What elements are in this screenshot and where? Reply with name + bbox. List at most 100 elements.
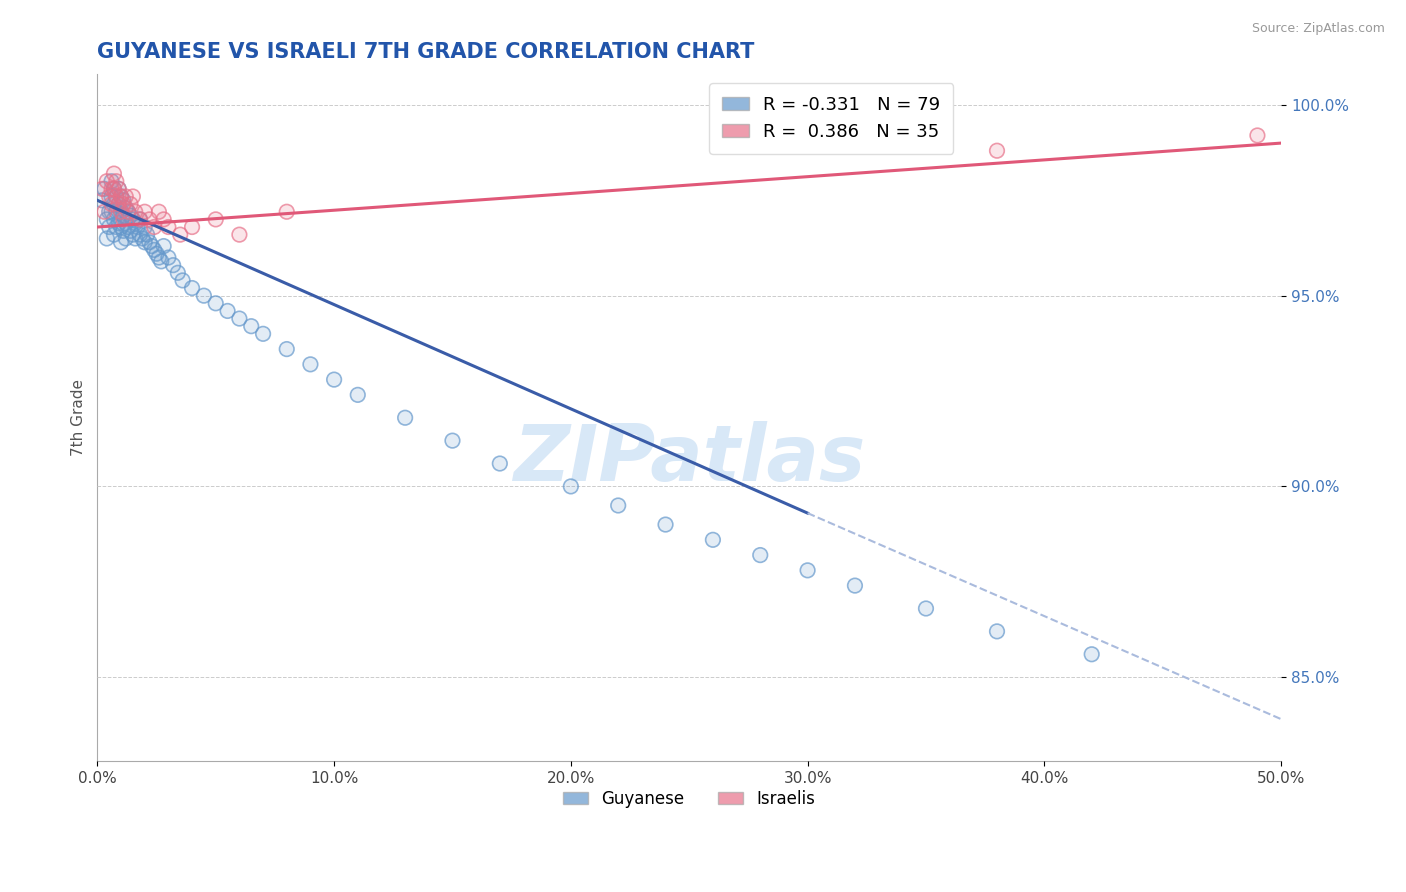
Point [749, 548, 772, 562]
Point [114, 189, 136, 203]
Point [98, 220, 121, 235]
Point [129, 227, 152, 242]
Point [162, 258, 184, 272]
Point [103, 182, 125, 196]
Point [121, 189, 143, 203]
Point [100, 197, 122, 211]
Point [240, 319, 263, 334]
Point [112, 209, 135, 223]
Point [560, 479, 582, 493]
Point [157, 220, 180, 235]
Point [124, 216, 146, 230]
Point [124, 204, 146, 219]
Point [134, 235, 156, 250]
Point [107, 182, 129, 196]
Point [93, 204, 115, 219]
Point [131, 231, 153, 245]
Point [114, 201, 136, 215]
Point [107, 216, 129, 230]
Point [98, 220, 121, 235]
Point [252, 326, 274, 341]
Point [121, 189, 143, 203]
Point [124, 204, 146, 219]
Point [276, 204, 298, 219]
Point [134, 220, 156, 235]
Point [103, 197, 125, 211]
Point [129, 212, 152, 227]
Legend: Guyanese, Israelis: Guyanese, Israelis [557, 783, 823, 814]
Point [252, 326, 274, 341]
Point [114, 201, 136, 215]
Point [131, 231, 153, 245]
Point [103, 212, 125, 227]
Point [169, 227, 191, 242]
Point [143, 243, 166, 257]
Text: Source: ZipAtlas.com: Source: ZipAtlas.com [1251, 22, 1385, 36]
Point [112, 224, 135, 238]
Point [276, 204, 298, 219]
Point [105, 204, 128, 219]
Point [228, 311, 250, 326]
Point [91, 182, 114, 196]
Point [91, 194, 114, 208]
Point [394, 410, 416, 425]
Point [162, 258, 184, 272]
Point [105, 220, 128, 235]
Point [181, 281, 204, 295]
Point [112, 224, 135, 238]
Point [121, 227, 143, 242]
Point [346, 388, 368, 402]
Point [100, 174, 122, 188]
Point [117, 204, 139, 219]
Point [103, 227, 125, 242]
Point [560, 479, 582, 493]
Point [114, 189, 136, 203]
Point [129, 212, 152, 227]
Point [986, 144, 1008, 158]
Point [112, 194, 135, 208]
Point [441, 434, 464, 448]
Point [117, 220, 139, 235]
Point [141, 239, 163, 253]
Text: GUYANESE VS ISRAELI 7TH GRADE CORRELATION CHART: GUYANESE VS ISRAELI 7TH GRADE CORRELATIO… [97, 42, 755, 62]
Point [120, 197, 142, 211]
Point [112, 194, 135, 208]
Point [114, 216, 136, 230]
Point [117, 204, 139, 219]
Point [138, 212, 160, 227]
Point [654, 517, 676, 532]
Point [441, 434, 464, 448]
Point [117, 220, 139, 235]
Point [100, 197, 122, 211]
Point [93, 204, 115, 219]
Point [299, 357, 322, 371]
Point [204, 296, 226, 310]
Point [193, 288, 215, 302]
Point [96, 231, 118, 245]
Point [134, 235, 156, 250]
Point [276, 342, 298, 356]
Point [110, 189, 132, 203]
Point [915, 601, 938, 615]
Point [110, 204, 132, 219]
Point [276, 342, 298, 356]
Point [204, 296, 226, 310]
Point [169, 227, 191, 242]
Point [138, 235, 160, 250]
Point [98, 204, 121, 219]
Point [121, 212, 143, 227]
Point [121, 212, 143, 227]
Point [157, 220, 180, 235]
Point [110, 235, 132, 250]
Point [172, 273, 194, 287]
Point [107, 197, 129, 211]
Point [110, 204, 132, 219]
Point [96, 212, 118, 227]
Point [702, 533, 724, 547]
Point [134, 204, 156, 219]
Point [145, 246, 167, 260]
Point [110, 204, 132, 219]
Point [96, 174, 118, 188]
Point [299, 357, 322, 371]
Point [148, 251, 170, 265]
